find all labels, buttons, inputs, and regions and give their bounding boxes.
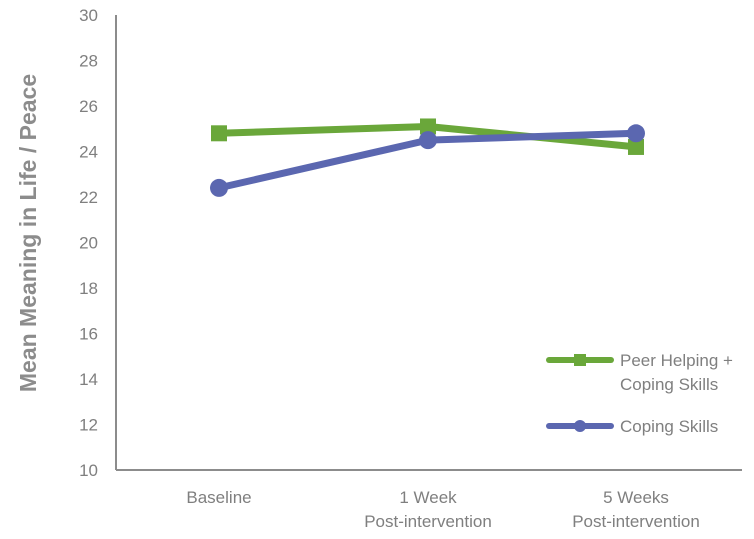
- series-layer: [210, 118, 645, 197]
- y-tick-label-22: 22: [79, 188, 98, 207]
- y-tick-label-26: 26: [79, 97, 98, 116]
- legend-label-0: Peer Helping + Coping Skills: [620, 351, 733, 394]
- y-tick-label-16: 16: [79, 325, 98, 344]
- y-axis-title: Mean Meaning in Life / Peace: [15, 74, 41, 392]
- x-tick-label-line: Baseline: [186, 488, 251, 507]
- data-point-0-1: [420, 118, 436, 135]
- x-tick-label-line: Post-intervention: [572, 512, 700, 531]
- y-tick-label-10: 10: [79, 461, 98, 480]
- data-point-1-1: [419, 131, 437, 150]
- y-axis-title-group: Mean Meaning in Life / Peace: [15, 74, 41, 392]
- y-tick-label-24: 24: [79, 143, 98, 162]
- x-tick-label-0: Baseline: [186, 488, 251, 507]
- legend-item-0: Peer Helping + Coping Skills: [546, 351, 733, 394]
- y-tick-labels: 10 12 14 16 18 20 22 24 26 28 30: [79, 6, 98, 480]
- legend-item-1: Coping Skills: [546, 417, 718, 436]
- x-tick-labels: Baseline 1 Week Post-intervention 5 Weeks Po…: [186, 488, 699, 531]
- legend-label-line: Peer Helping +: [620, 351, 733, 370]
- legend-label-line: Coping Skills: [620, 375, 718, 394]
- axes: [115, 15, 742, 471]
- legend-marker-1: [574, 420, 586, 432]
- data-point-1-0: [210, 178, 228, 197]
- legend: Peer Helping + Coping Skills Coping Skills: [546, 351, 733, 436]
- y-tick-label-28: 28: [79, 52, 98, 71]
- data-point-0-2: [628, 138, 644, 155]
- legend-marker-0: [574, 354, 586, 366]
- x-tick-label-line: 1 Week: [399, 488, 457, 507]
- series-0: [211, 118, 644, 155]
- y-tick-label-12: 12: [79, 416, 98, 435]
- x-tick-label-line: 5 Weeks: [603, 488, 669, 507]
- series-1: [210, 124, 645, 197]
- y-tick-label-14: 14: [79, 370, 98, 389]
- x-tick-label-line: Post-intervention: [364, 512, 492, 531]
- y-tick-label-30: 30: [79, 6, 98, 25]
- data-point-1-2: [627, 124, 645, 143]
- y-tick-label-20: 20: [79, 234, 98, 253]
- x-tick-label-2: 5 Weeks Post-intervention: [572, 488, 700, 531]
- legend-label-1: Coping Skills: [620, 417, 718, 436]
- data-point-0-0: [211, 125, 227, 142]
- x-tick-label-1: 1 Week Post-intervention: [364, 488, 492, 531]
- legend-label-line: Coping Skills: [620, 417, 718, 436]
- y-tick-label-18: 18: [79, 279, 98, 298]
